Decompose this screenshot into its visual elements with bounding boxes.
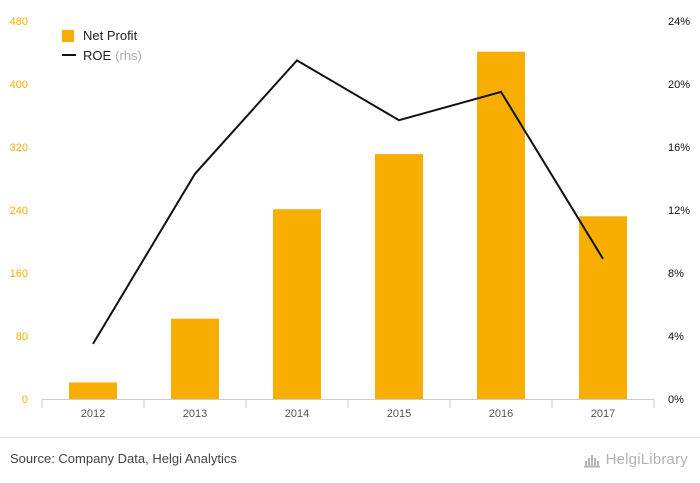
y-right-tick-label: 8% [668, 268, 684, 280]
footer-divider [0, 437, 700, 438]
x-tick-label: 2012 [81, 408, 105, 420]
x-tick-label: 2015 [387, 408, 411, 420]
bar-net-profit [375, 154, 423, 399]
x-tick-label: 2013 [183, 408, 207, 420]
source-note: Source: Company Data, Helgi Analytics [10, 451, 237, 466]
y-right-tick-label: 4% [668, 331, 684, 343]
y-right-tick-label: 20% [668, 79, 690, 91]
y-left-tick-label: 0 [22, 394, 28, 406]
bar-net-profit [477, 51, 525, 400]
y-left-tick-label: 480 [10, 16, 28, 28]
line-roe [92, 59, 604, 345]
legend-label-net-profit: Net Profit [83, 28, 138, 43]
logo-text: HelgiLibrary [605, 450, 688, 468]
y-right-tick-label: 24% [668, 16, 690, 28]
bar-net-profit [273, 209, 321, 399]
x-tick-label: 2014 [285, 408, 309, 420]
bar-net-profit [579, 216, 627, 399]
helgi-library-logo[interactable]: HelgiLibrary [583, 447, 688, 471]
bar-net-profit [69, 382, 117, 399]
x-tick-label: 2017 [591, 408, 615, 420]
y-left-tick-label: 80 [16, 331, 28, 343]
y-left-tick-label: 400 [10, 79, 28, 91]
x-tick-label: 2016 [489, 408, 513, 420]
legend-swatch-net-profit [62, 30, 74, 42]
legend-label-roe: ROE (rhs) [83, 48, 142, 63]
y-left-tick-label: 160 [10, 268, 28, 280]
library-logo-icon [583, 455, 600, 468]
y-right-tick-label: 16% [668, 142, 690, 154]
y-right-tick-label: 0% [668, 394, 684, 406]
y-left-tick-label: 320 [10, 142, 28, 154]
combo-chart: 0 80 160 240 320 400 480 0% 4% 8% 12% 16% 20% 24% 2012… [10, 16, 691, 420]
bar-net-profit [171, 318, 219, 399]
y-left-tick-label: 240 [10, 205, 28, 217]
y-right-tick-label: 12% [668, 205, 690, 217]
